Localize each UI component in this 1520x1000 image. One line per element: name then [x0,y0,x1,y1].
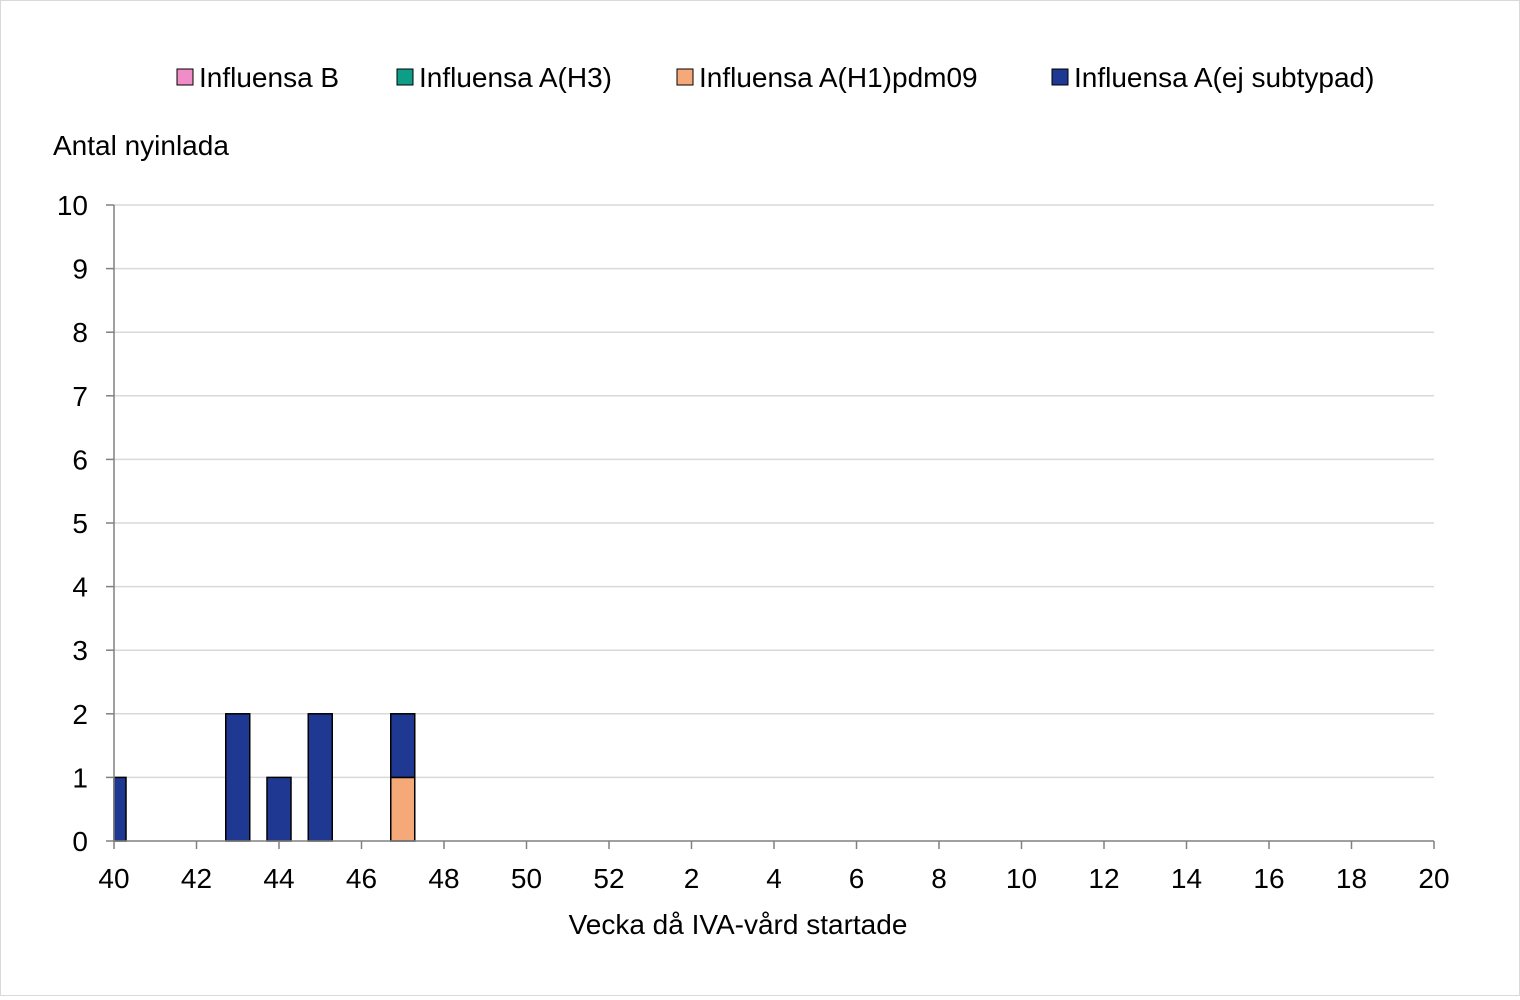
x-tick-label: 52 [593,863,624,894]
legend-swatch [676,68,694,86]
bar-segment [113,776,127,842]
x-tick-label: 2 [684,863,700,894]
bar-segment [390,776,416,842]
legend-item: Influensa A(H3) [396,62,612,93]
y-tick-labels: 0 1 2 3 4 5 6 7 8 9 10 [57,190,88,857]
x-tick-label: 16 [1253,863,1284,894]
x-tick-label: 46 [346,863,377,894]
x-tick-label: 44 [263,863,294,894]
bars [113,713,416,842]
bar-segment [307,713,333,842]
x-tick-label: 50 [511,863,542,894]
legend-item: Influensa A(ej subtypad) [1051,62,1374,93]
x-tick-labels: 40 42 44 46 48 50 52 2 4 6 8 10 12 14 16 18 20 [98,863,1449,894]
x-tick-label: 6 [849,863,865,894]
legend-label: Influensa A(ej subtypad) [1074,62,1374,93]
x-tick-label: 42 [181,863,212,894]
legend-item: Influensa A(H1)pdm09 [676,62,978,93]
axes [106,204,1435,849]
x-tick-label: 20 [1418,863,1449,894]
legend-item: Influensa B [176,62,339,93]
y-tick-label: 10 [57,190,88,221]
y-tick-label: 5 [72,508,88,539]
legend: Influensa B Influensa A(H3) Influensa A(H1… [176,62,1374,93]
bar-segment [266,776,292,842]
legend-swatch [396,68,414,86]
y-tick-label: 4 [72,572,88,603]
y-tick-label: 1 [72,762,88,793]
y-tick-label: 9 [72,254,88,285]
y-tick-label: 3 [72,635,88,666]
x-axis-title: Vecka då IVA-vård startade [569,909,908,940]
y-tick-label: 8 [72,317,88,348]
y-tick-label: 7 [72,381,88,412]
x-tick-label: 10 [1006,863,1037,894]
x-tick-label: 18 [1336,863,1367,894]
y-tick-label: 0 [72,826,88,857]
x-tick-label: 8 [931,863,947,894]
y-axis-title: Antal nyinlada [53,130,229,161]
legend-label: Influensa A(H3) [419,62,612,93]
gridlines [114,204,1434,779]
x-tick-label: 48 [428,863,459,894]
x-tick-label: 12 [1088,863,1119,894]
x-tick-label: 40 [98,863,129,894]
y-tick-label: 6 [72,444,88,475]
legend-swatch [1051,68,1069,86]
bar-segment [225,713,251,842]
legend-label: Influensa A(H1)pdm09 [699,62,978,93]
bar-segment [390,713,416,779]
x-tick-label: 14 [1171,863,1202,894]
x-tick-label: 4 [766,863,782,894]
y-tick-label: 2 [72,699,88,730]
legend-label: Influensa B [199,62,339,93]
legend-swatch [176,68,194,86]
